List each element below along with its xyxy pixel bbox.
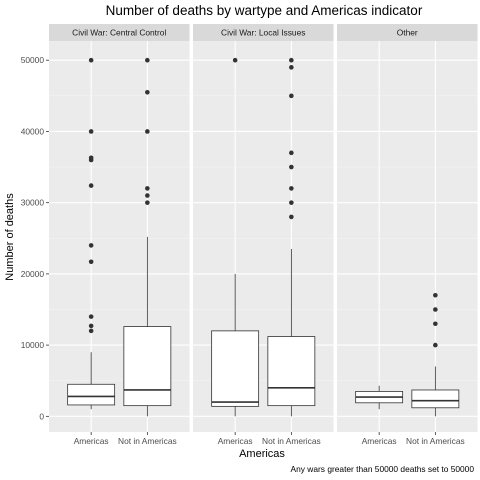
box-body bbox=[123, 326, 172, 407]
facet-panel: Civil War: Local Issues Americas Not in Am… bbox=[193, 24, 334, 446]
x-tick-label: Not in Americas bbox=[118, 436, 177, 446]
outlier-point bbox=[88, 57, 94, 63]
box-body bbox=[67, 383, 116, 406]
x-tick-label: Americas bbox=[218, 436, 253, 446]
x-tick-label: Americas bbox=[74, 436, 109, 446]
box bbox=[411, 292, 460, 417]
outlier-point bbox=[88, 155, 94, 161]
facet-strip bbox=[337, 24, 478, 41]
outlier-point bbox=[289, 65, 294, 70]
outlier-point bbox=[145, 193, 150, 198]
outlier-point bbox=[289, 200, 294, 205]
y-tick-label: 30000 bbox=[21, 198, 45, 208]
outlier-point bbox=[88, 328, 94, 334]
x-tick-label: Americas bbox=[362, 436, 397, 446]
outlier-point bbox=[289, 164, 294, 170]
box bbox=[355, 385, 404, 410]
outlier-point bbox=[433, 307, 438, 312]
x-tick-label: Not in Americas bbox=[262, 436, 321, 446]
x-axis-title: Americas bbox=[239, 448, 285, 460]
y-tick-label: 20000 bbox=[21, 269, 45, 279]
outlier-point bbox=[145, 57, 150, 63]
x-tick-label: Not in Americas bbox=[406, 436, 465, 446]
outlier-point bbox=[88, 259, 94, 265]
panel-background bbox=[337, 41, 478, 432]
outlier-point bbox=[289, 150, 294, 156]
facet-strip bbox=[193, 24, 334, 41]
outlier-point bbox=[88, 314, 94, 319]
facet-strip bbox=[49, 24, 190, 41]
y-tick-label: 0 bbox=[39, 411, 44, 421]
caption: Any wars greater than 50000 deaths set t… bbox=[291, 464, 475, 474]
outlier-point bbox=[88, 323, 94, 329]
chart-title: Number of deaths by wartype and Americas… bbox=[106, 3, 423, 18]
facet-strip-label: Civil War: Local Issues bbox=[221, 28, 305, 38]
facet-panel: Civil War: Central Control Americas Not in… bbox=[49, 24, 190, 446]
outlier-point bbox=[88, 129, 94, 134]
outlier-point bbox=[145, 129, 150, 134]
box-body bbox=[267, 336, 316, 407]
box-body bbox=[211, 330, 260, 407]
outlier-point bbox=[289, 93, 294, 99]
outlier-point bbox=[145, 89, 150, 95]
outlier-point bbox=[433, 292, 438, 298]
box bbox=[67, 57, 116, 410]
outlier-point bbox=[289, 57, 294, 63]
facet-panel: Other Americas Not in Americas bbox=[337, 24, 478, 446]
box bbox=[211, 57, 260, 417]
outlier-point bbox=[289, 214, 294, 220]
outlier-point bbox=[88, 243, 94, 248]
facet-panels: Civil War: Central Control Americas Not in… bbox=[49, 24, 478, 446]
y-tick-label: 10000 bbox=[21, 340, 45, 350]
outlier-point bbox=[145, 186, 150, 191]
box-body bbox=[411, 389, 460, 409]
outlier-point bbox=[232, 57, 238, 63]
facet-strip-label: Civil War: Central Control bbox=[72, 28, 166, 38]
y-axis-title: Number of deaths bbox=[4, 193, 16, 281]
outlier-point bbox=[289, 186, 294, 191]
outlier-point bbox=[145, 200, 150, 205]
box bbox=[123, 57, 172, 417]
y-tick-label: 40000 bbox=[21, 126, 45, 136]
y-axis: 0 10000 20000 30000 40000 50000 bbox=[21, 55, 49, 421]
y-tick-label: 50000 bbox=[21, 55, 45, 65]
box bbox=[267, 57, 316, 417]
facet-strip-label: Other bbox=[397, 28, 418, 38]
outlier-point bbox=[433, 342, 438, 348]
outlier-point bbox=[433, 321, 438, 327]
outlier-point bbox=[88, 183, 94, 188]
